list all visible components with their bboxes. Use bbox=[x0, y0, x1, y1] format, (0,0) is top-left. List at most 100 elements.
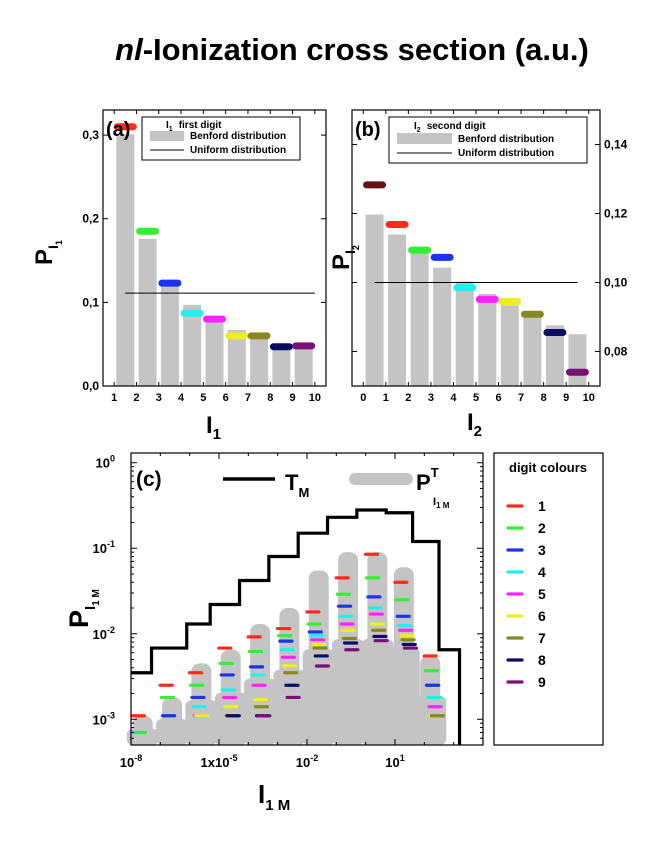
panel-b-ytick-label-1: 0,10 bbox=[604, 276, 628, 290]
panel-a-benford-bar-5 bbox=[205, 319, 224, 386]
panel-b-ylabel: PI2 bbox=[328, 245, 361, 270]
panel-b-benford-bar-1 bbox=[388, 234, 407, 386]
panel-b-xtick-label-5: 5 bbox=[473, 392, 479, 404]
panel-b-xtick-label-4: 4 bbox=[450, 392, 457, 404]
panel-b-ytick-label-0: 0,08 bbox=[604, 345, 628, 359]
panel-a-ytick-label-1: 0,1 bbox=[82, 295, 99, 309]
legend-a-digit-sub: 1 bbox=[169, 126, 173, 133]
panel-a-benford-bars bbox=[116, 134, 313, 386]
panel-a-xtick-label-10: 10 bbox=[309, 392, 321, 404]
panel-c-xlabel-sub: 1 M bbox=[265, 797, 290, 814]
panel-c-xtick-label-2: 10-2 bbox=[296, 753, 318, 770]
panel-b-benford-bar-0 bbox=[365, 214, 384, 386]
panel-a-xtick-label-8: 8 bbox=[267, 392, 273, 404]
panel-a-xtick-label-4: 4 bbox=[178, 392, 185, 404]
panel-b-xlabel: I2 bbox=[467, 409, 482, 440]
legend-pt-sub-sub: 1 M bbox=[436, 501, 450, 510]
panel-c-xtick-label-1: 1x10-5 bbox=[201, 753, 238, 770]
panel-b-benford-bar-8 bbox=[545, 325, 564, 386]
legend-tm-sub: M bbox=[298, 485, 309, 500]
panel-a-benford-bar-7 bbox=[250, 337, 269, 386]
panel-c-pt-base-10 bbox=[414, 696, 447, 745]
legend-b-digit-label: second digit bbox=[427, 121, 487, 132]
digit-colours-title: digit colours bbox=[509, 460, 587, 475]
panel-a-ytick-label-2: 0,2 bbox=[82, 212, 99, 226]
panel-c-ytick-label-2: 10-1 bbox=[93, 539, 115, 556]
panel-c-xtick-label-exp-1: -5 bbox=[229, 753, 237, 763]
digit-colour-label-5: 5 bbox=[538, 586, 546, 602]
panel-c-xtick-label-base-1: 1x10 bbox=[201, 755, 230, 770]
panel-c-ylabel-main: P bbox=[64, 610, 94, 628]
panel-c-pt-base-6 bbox=[302, 648, 335, 745]
panel-a-xtick-label-1: 1 bbox=[111, 392, 117, 404]
legend-pt-sup: T bbox=[431, 465, 439, 480]
panel-c-ytick-label-1: 10-2 bbox=[93, 625, 115, 642]
panel-a-benford-bar-4 bbox=[183, 304, 202, 386]
panel-a-benford-bar-6 bbox=[227, 329, 246, 386]
panel-a-benford-bar-2 bbox=[138, 238, 157, 386]
title-rest-part: -Ionization cross section (a.u.) bbox=[143, 32, 589, 67]
panel-a-xtick-label-5: 5 bbox=[200, 392, 206, 404]
panel-a-xlabel-main: I bbox=[206, 412, 213, 439]
panel-b-legend-uniform: Uniform distribution bbox=[458, 148, 554, 159]
panel-a-benford-bar-1 bbox=[116, 134, 135, 386]
panel-b-legend-digit: I2 second digit bbox=[414, 121, 486, 134]
panel-a-ylabel-main: P bbox=[31, 249, 58, 265]
panel-c-label: (c) bbox=[136, 468, 162, 491]
panel-b-benford-bar-3 bbox=[433, 267, 452, 386]
panel-b-ylabel-text: PI2 bbox=[328, 245, 361, 270]
panel-c-pt-base-3 bbox=[214, 692, 247, 745]
panel-c-xtick-label-exp-2: -2 bbox=[310, 753, 318, 763]
panel-c-ylabel: PI1 M bbox=[64, 589, 102, 628]
panel-a-xlabel-sub: 1 bbox=[213, 426, 221, 443]
panel-a-xtick-label-2: 2 bbox=[133, 392, 139, 404]
digit-colours-items: 1 2 3 4 5 6 7 8 9 bbox=[506, 498, 546, 690]
panel-b: 0 1 2 3 4 5 6 7 8 9 100,080,100,120,14 (b) I2 secon… bbox=[328, 109, 628, 440]
panel-c-ytick-label-0: 10-3 bbox=[93, 710, 115, 727]
panel-a-ylabel-text: PI1 bbox=[31, 240, 64, 265]
panel-b-ylabel-sub-main: I bbox=[342, 250, 358, 254]
panel-b-label: (b) bbox=[355, 119, 381, 141]
panel-a-legend-digit: I1 first digit bbox=[166, 120, 222, 133]
digit-colour-label-9: 9 bbox=[538, 674, 546, 690]
panel-c-xtick-label-exp-3: 1 bbox=[400, 753, 405, 763]
panel-a-ylabel-sub-sub: 1 bbox=[54, 240, 64, 245]
panel-c-ytick-label-base-2: 10 bbox=[93, 541, 107, 556]
panel-b-legend-benford: Benford distribution bbox=[458, 134, 554, 145]
digit-colour-label-8: 8 bbox=[538, 652, 546, 668]
panel-b-ylabel-main: P bbox=[328, 254, 355, 270]
panel-a-ytick-label-0: 0,0 bbox=[82, 379, 99, 393]
panel-a-benford-bar-8 bbox=[272, 343, 291, 386]
panel-b-xtick-label-2: 2 bbox=[405, 392, 411, 404]
panel-b-benford-bar-5 bbox=[478, 293, 497, 386]
panel-a-frame bbox=[102, 109, 327, 387]
panel-a-legend-benford-swatch bbox=[150, 131, 184, 141]
digit-colours-panel: digit colours 1 2 3 4 5 6 7 8 9 bbox=[493, 452, 604, 746]
panel-a-label: (a) bbox=[106, 119, 130, 141]
panel-b-ytick-label-3: 0,14 bbox=[604, 138, 628, 152]
panel-a-legend-benford: Benford distribution bbox=[190, 131, 286, 142]
digit-colour-label-6: 6 bbox=[538, 608, 546, 624]
panel-c-ytick-label-base-3: 10 bbox=[96, 456, 110, 471]
panel-c-ytick-label-3: 100 bbox=[96, 454, 115, 471]
panel-b-xlabel-main: I bbox=[467, 409, 474, 436]
panel-c-xtick-label-3: 101 bbox=[385, 753, 404, 770]
panel-c-pt-base-7 bbox=[332, 638, 365, 745]
panel-c-xtick-label-base-3: 10 bbox=[385, 755, 399, 770]
panel-c-legend-pt-subscript: I1 M bbox=[433, 496, 450, 510]
digit-colour-label-4: 4 bbox=[538, 564, 546, 580]
panel-c-ytick-label-exp-2: -1 bbox=[107, 539, 115, 549]
panel-b-xtick-label-10: 10 bbox=[583, 392, 595, 404]
panel-a-observed-marks bbox=[113, 123, 316, 351]
panel-b-ylabel-sub-sub: 2 bbox=[351, 245, 361, 250]
panel-b-xtick-label-9: 9 bbox=[563, 392, 569, 404]
panel-b-legend-benford-swatch bbox=[397, 133, 452, 144]
panel-a-ticks: 1 2 3 4 5 6 7 8 9 10 0,0 0,1 0,2 0,3 bbox=[82, 110, 326, 404]
panel-a-legend: I1 first digit Benford distribution Unifo… bbox=[141, 116, 301, 161]
panel-c-tm-step-line bbox=[131, 508, 462, 745]
panel-a-benford-bar-3 bbox=[160, 281, 179, 386]
figure-title: nl-Ionization cross section (a.u.) bbox=[115, 32, 589, 67]
